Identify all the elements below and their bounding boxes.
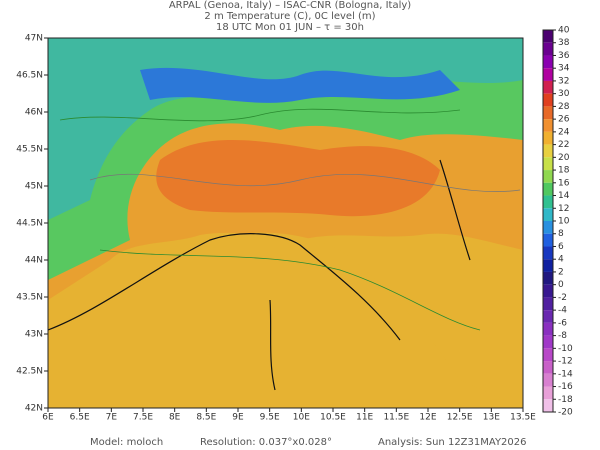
y-tick-label: 45N — [25, 182, 43, 192]
colorbar-swatch — [543, 42, 553, 56]
x-tick-label: 13E — [483, 413, 500, 423]
colorbar-label: -20 — [558, 408, 573, 418]
colorbar-swatch — [543, 170, 553, 183]
y-tick-label: 42.5N — [16, 367, 43, 377]
x-tick-label: 9E — [232, 413, 244, 423]
colorbar-swatch — [543, 144, 553, 158]
colorbar-label: 28 — [558, 102, 570, 112]
colorbar-swatch — [543, 259, 553, 272]
colorbar-swatch — [543, 55, 553, 69]
colorbar-label: 32 — [558, 76, 569, 86]
y-tick-label: 43.5N — [16, 293, 43, 303]
y-tick-label: 45.5N — [16, 145, 43, 155]
colorbar-label: 0 — [558, 280, 564, 290]
x-tick-label: 13.5E — [510, 413, 536, 423]
colorbar-frame — [542, 29, 554, 413]
colorbar-swatch — [543, 157, 553, 171]
colorbar-swatch — [543, 348, 553, 362]
colorbar-swatch — [543, 373, 553, 387]
colorbar-swatch — [543, 80, 553, 94]
colorbar-swatch — [543, 221, 553, 234]
x-tick-label: 9.5E — [260, 413, 280, 423]
colorbar-swatch — [543, 310, 553, 323]
y-tick-label: 44N — [25, 256, 43, 266]
colorbar-label: -8 — [558, 331, 567, 341]
colorbar-swatch — [543, 93, 553, 107]
x-tick-label: 7.5E — [133, 413, 153, 423]
colorbar-swatch — [543, 271, 553, 285]
x-tick-label: 12E — [419, 413, 436, 423]
colorbar-label: -16 — [558, 382, 573, 392]
colorbar-label: -14 — [558, 369, 573, 379]
colorbar-label: 4 — [558, 255, 564, 265]
colorbar-label: 26 — [558, 115, 570, 125]
colorbar-label: -6 — [558, 318, 567, 328]
colorbar-label: -18 — [558, 395, 573, 405]
colorbar-swatch — [543, 119, 553, 132]
x-tick-label: 10E — [293, 413, 310, 423]
colorbar-swatch — [543, 68, 553, 81]
colorbar-label: 22 — [558, 140, 569, 150]
x-tick-label: 10.5E — [320, 413, 346, 423]
colorbar-label: 18 — [558, 166, 570, 176]
colorbar-label: 40 — [558, 26, 570, 36]
colorbar-label: 20 — [558, 153, 570, 163]
colorbar-swatch — [543, 322, 553, 336]
colorbar-label: 2 — [558, 267, 564, 277]
footer-resolution: Resolution: 0.037°x0.028° — [200, 437, 332, 448]
colorbar-swatch — [543, 182, 553, 196]
y-tick-label: 43N — [25, 330, 43, 340]
colorbar-swatch — [543, 335, 553, 349]
x-tick-label: 12.5E — [447, 413, 473, 423]
colorbar-label: 10 — [558, 217, 570, 227]
colorbar-swatch — [543, 131, 553, 145]
colorbar-swatch — [543, 361, 553, 374]
colorbar-swatch — [543, 297, 553, 311]
colorbar-label: 14 — [558, 191, 570, 201]
colorbar-swatch — [543, 246, 553, 260]
x-tick-label: 6E — [42, 413, 54, 423]
colorbar-label: -4 — [558, 306, 567, 316]
colorbar-label: 24 — [558, 127, 570, 137]
y-tick-label: 47N — [25, 34, 43, 44]
colorbar-label: 16 — [558, 178, 570, 188]
colorbar-label: -10 — [558, 344, 573, 354]
colorbar-label: -2 — [558, 293, 567, 303]
map-field — [48, 38, 523, 408]
y-tick-label: 44.5N — [16, 219, 43, 229]
colorbar-label: 38 — [558, 38, 570, 48]
header-line: 18 UTC Mon 01 JUN – τ = 30h — [216, 22, 364, 33]
x-tick-label: 11E — [356, 413, 373, 423]
header-line: ARPAL (Genoa, Italy) – ISAC-CNR (Bologna… — [169, 0, 411, 11]
colorbar-label: 12 — [558, 204, 569, 214]
colorbar-label: 8 — [558, 229, 564, 239]
colorbar-swatch — [543, 106, 553, 120]
colorbar-swatch — [543, 195, 553, 209]
colorbar-label: -12 — [558, 357, 573, 367]
header-line: 2 m Temperature (C), 0C level (m) — [204, 11, 375, 22]
y-tick-label: 42N — [25, 404, 43, 414]
colorbar-swatch — [543, 233, 553, 247]
colorbar-swatch — [543, 386, 553, 400]
y-tick-label: 46.5N — [16, 71, 43, 81]
footer-analysis: Analysis: Sun 12Z31MAY2026 — [378, 437, 527, 448]
colorbar-swatch — [543, 284, 553, 298]
x-tick-label: 6.5E — [70, 413, 90, 423]
colorbar-swatch — [543, 208, 553, 221]
colorbar-swatch — [543, 399, 553, 412]
colorbar-label: 34 — [558, 64, 570, 74]
x-tick-label: 8.5E — [196, 413, 216, 423]
colorbar-label: 30 — [558, 89, 570, 99]
footer-model: Model: moloch — [90, 437, 163, 448]
x-tick-label: 8E — [169, 413, 181, 423]
x-tick-label: 7E — [106, 413, 118, 423]
colorbar-label: 6 — [558, 242, 564, 252]
colorbar-label: 36 — [558, 51, 570, 61]
colorbar-swatch — [543, 30, 553, 43]
y-tick-label: 46N — [25, 108, 43, 118]
x-tick-label: 11.5E — [383, 413, 409, 423]
